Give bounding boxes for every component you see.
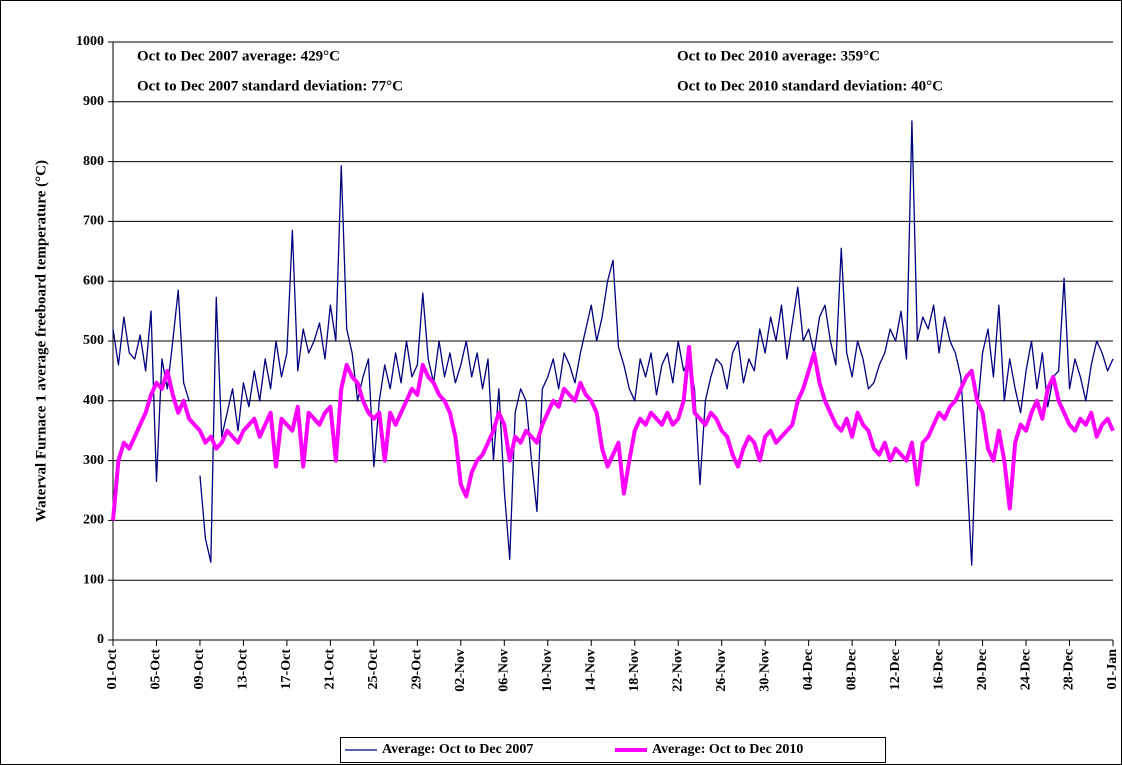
annotation: Oct to Dec 2010 standard deviation: 40°C: [677, 78, 943, 94]
x-tick-label: 10-Nov: [540, 649, 555, 692]
y-tick-label: 0: [97, 632, 104, 647]
y-tick-label: 300: [83, 453, 104, 468]
x-tick-label: 08-Dec: [844, 649, 859, 690]
x-tick-label: 06-Nov: [497, 649, 512, 692]
plot-area: 0 100 200 300 400 500 600 700 800 900 1000 01-Oct 05…: [76, 34, 1120, 692]
x-tick-label: 12-Dec: [888, 649, 903, 690]
legend-label: Average: Oct to Dec 2010: [652, 742, 803, 757]
y-tick-label: 700: [83, 214, 104, 229]
x-tick-label: 01-Oct: [105, 649, 120, 690]
x-tick-label: 04-Dec: [801, 649, 816, 690]
x-tick-label: 20-Dec: [975, 649, 990, 690]
x-tick-label: 13-Oct: [236, 649, 251, 690]
x-tick-label: 02-Nov: [453, 649, 468, 692]
annotation: Oct to Dec 2007 standard deviation: 77°C: [137, 78, 403, 94]
y-tick-label: 900: [83, 94, 104, 109]
x-tick-label: 22-Nov: [670, 649, 685, 692]
legend-label: Average: Oct to Dec 2007: [382, 742, 533, 757]
series-line: [111, 344, 1115, 521]
x-tick-label: 18-Nov: [627, 649, 642, 692]
legend: Average: Oct to Dec 2007 Average: Oct to …: [340, 737, 886, 763]
y-axis-label: Waterval Furnace 1 average freeboard tem…: [33, 160, 49, 522]
x-tick-label: 14-Nov: [583, 649, 598, 692]
y-tick-label: 600: [83, 273, 104, 288]
annotation: Oct to Dec 2007 average: 429°C: [137, 48, 340, 64]
x-tick-label: 01-Jan: [1105, 649, 1120, 690]
x-tick-label: 16-Dec: [931, 649, 946, 690]
series-line: [112, 120, 1114, 566]
x-tick-label: 05-Oct: [149, 649, 164, 690]
x-tick-label: 09-Oct: [192, 649, 207, 690]
x-tick-label: 28-Dec: [1062, 649, 1077, 690]
legend-box: [340, 737, 886, 763]
y-tick-label: 500: [83, 333, 104, 348]
annotation: Oct to Dec 2010 average: 359°C: [677, 48, 880, 64]
x-tick-label: 17-Oct: [279, 649, 294, 690]
y-tick-label: 200: [83, 513, 104, 528]
y-tick-label: 800: [83, 154, 104, 169]
x-tick-label: 29-Oct: [410, 649, 425, 690]
x-tick-label: 24-Dec: [1018, 649, 1033, 690]
x-tick-label: 26-Nov: [714, 649, 729, 692]
y-tick-label: 400: [83, 393, 104, 408]
y-tick-label: 1000: [76, 34, 104, 49]
x-tick-label: 21-Oct: [323, 649, 338, 690]
y-tick-label: 100: [83, 572, 104, 587]
x-tick-label: 30-Nov: [757, 649, 772, 692]
x-tick-label: 25-Oct: [366, 649, 381, 690]
